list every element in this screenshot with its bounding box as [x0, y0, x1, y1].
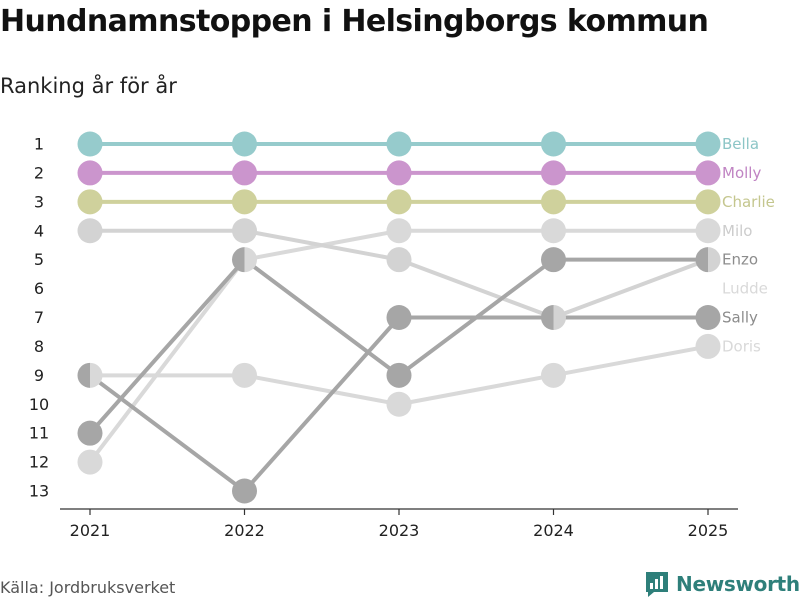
- point-doris: [232, 362, 257, 388]
- point-bella: [695, 131, 721, 157]
- y-tick-label: 6: [34, 279, 44, 298]
- point-sally: [541, 305, 554, 330]
- point-bella: [386, 131, 412, 157]
- y-tick-label: 5: [34, 250, 44, 269]
- point-sally: [386, 305, 412, 330]
- point-milo: [553, 305, 566, 330]
- point-ludde: [386, 218, 412, 244]
- point-sally: [695, 305, 721, 330]
- end-label-bella: Bella: [722, 135, 759, 153]
- point-bella: [232, 131, 257, 157]
- x-tick-label: 2024: [533, 521, 574, 540]
- point-bella: [77, 131, 103, 157]
- point-doris: [386, 391, 412, 417]
- source-note: Källa: Jordbruksverket: [0, 578, 176, 597]
- point-ludde: [541, 218, 566, 244]
- y-tick-label: 13: [29, 482, 49, 501]
- point-molly: [232, 160, 257, 186]
- point-sally: [77, 362, 90, 388]
- point-molly: [386, 160, 412, 186]
- point-enzo: [232, 247, 245, 273]
- point-doris: [541, 362, 566, 388]
- point-molly: [541, 160, 566, 186]
- point-doris: [90, 362, 103, 388]
- end-label-charlie: Charlie: [722, 193, 775, 211]
- point-enzo: [541, 247, 566, 273]
- y-tick-label: 2: [34, 163, 44, 182]
- point-enzo: [695, 247, 708, 273]
- x-tick-label: 2022: [224, 521, 265, 540]
- point-ludde: [695, 218, 721, 244]
- point-ludde: [77, 449, 103, 475]
- point-bella: [541, 131, 566, 157]
- end-label-molly: Molly: [722, 164, 761, 182]
- end-label-milo: Milo: [722, 222, 752, 240]
- point-charlie: [386, 189, 412, 215]
- brand-logo: Newsworthy: [644, 570, 800, 598]
- end-labels: Bella Molly Charlie Milo Enzo Ludde Sally Doris: [722, 135, 775, 355]
- series-line-milo: [90, 228, 709, 320]
- point-molly: [695, 160, 721, 186]
- bar-chart-logo-icon: [646, 572, 668, 597]
- point-milo: [708, 247, 721, 273]
- end-label-enzo: Enzo: [722, 251, 758, 269]
- point-sally: [232, 478, 257, 504]
- point-molly: [77, 160, 103, 186]
- y-tick-label: 10: [29, 395, 49, 414]
- point-charlie: [77, 189, 103, 215]
- y-tick-label: 12: [29, 453, 49, 472]
- y-tick-label: 8: [34, 337, 44, 356]
- point-doris: [695, 333, 721, 359]
- point-enzo: [77, 420, 103, 446]
- point-milo: [77, 218, 103, 244]
- y-tick-label: 3: [34, 192, 44, 211]
- point-charlie: [232, 189, 257, 215]
- y-tick-label: 1: [34, 135, 44, 154]
- end-label-sally: Sally: [722, 309, 758, 327]
- y-tick-label: 11: [29, 424, 49, 443]
- point-milo: [386, 247, 412, 273]
- chart-title: Hundnamnstoppen i Helsingborgs kommun: [0, 4, 709, 39]
- y-tick-label: 7: [34, 308, 44, 327]
- point-charlie: [541, 189, 566, 215]
- point-enzo: [386, 362, 412, 388]
- brand-name: Newsworthy: [676, 572, 800, 596]
- y-tick-label: 4: [34, 221, 44, 240]
- y-tick-label: 9: [34, 366, 44, 385]
- series-points: [77, 131, 721, 504]
- chart-subtitle: Ranking år för år: [0, 74, 177, 98]
- x-tick-label: 2025: [688, 521, 729, 540]
- point-milo: [232, 218, 257, 244]
- end-label-ludde: Ludde: [722, 280, 768, 298]
- point-charlie: [695, 189, 721, 215]
- point-ludde: [244, 247, 257, 273]
- x-tick-label: 2021: [70, 521, 111, 540]
- end-label-doris: Doris: [722, 337, 761, 355]
- x-tick-label: 2023: [379, 521, 420, 540]
